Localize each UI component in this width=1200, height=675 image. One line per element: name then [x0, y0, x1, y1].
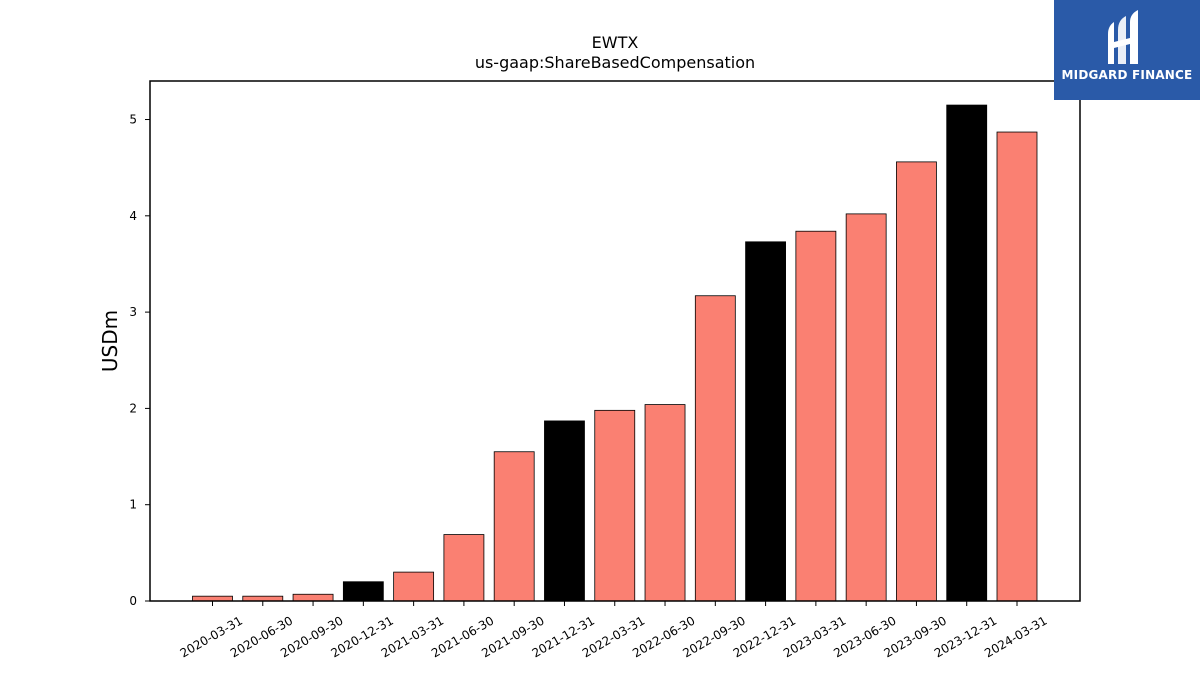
brand-logo: MIDGARD FINANCE [1054, 0, 1200, 100]
bar-2022-06-30 [644, 404, 686, 602]
y-tick-label: 3 [129, 305, 137, 319]
logo-text: MIDGARD FINANCE [1061, 68, 1193, 82]
chart-subtitle: us-gaap:ShareBasedCompensation [475, 53, 755, 72]
bars-group [192, 104, 1038, 602]
bar-2021-03-31 [393, 571, 435, 602]
y-tick-label: 2 [129, 401, 137, 415]
bar-2022-09-30 [694, 295, 736, 602]
chart-title: EWTX [592, 33, 639, 52]
y-tick-label: 0 [129, 594, 137, 608]
midgard-logo-icon [1108, 10, 1138, 64]
bar-2021-06-30 [443, 534, 485, 602]
y-tick-label: 5 [129, 113, 137, 127]
y-axis-label: USDm [98, 310, 122, 372]
x-ticks-group: 2020-03-312020-06-302020-09-302020-12-31… [178, 601, 1050, 660]
y-tick-label: 1 [129, 498, 137, 512]
y-ticks-group: 0 1 2 3 4 5 [129, 113, 150, 608]
bar-2021-12-31 [544, 420, 585, 602]
plot-frame [149, 80, 1081, 602]
bar-2021-09-30 [493, 451, 535, 602]
bar-2020-09-30 [292, 593, 334, 602]
bar-2023-06-30 [845, 213, 887, 602]
bar-2022-12-31 [745, 241, 786, 602]
bar-2020-12-31 [342, 581, 384, 602]
bar-2023-09-30 [896, 161, 937, 602]
y-tick-label: 4 [129, 209, 137, 223]
bar-2022-03-31 [594, 409, 636, 602]
bar-2024-03-31 [996, 131, 1038, 602]
bar-2023-03-31 [795, 230, 837, 602]
bar-2023-12-31 [946, 104, 988, 602]
